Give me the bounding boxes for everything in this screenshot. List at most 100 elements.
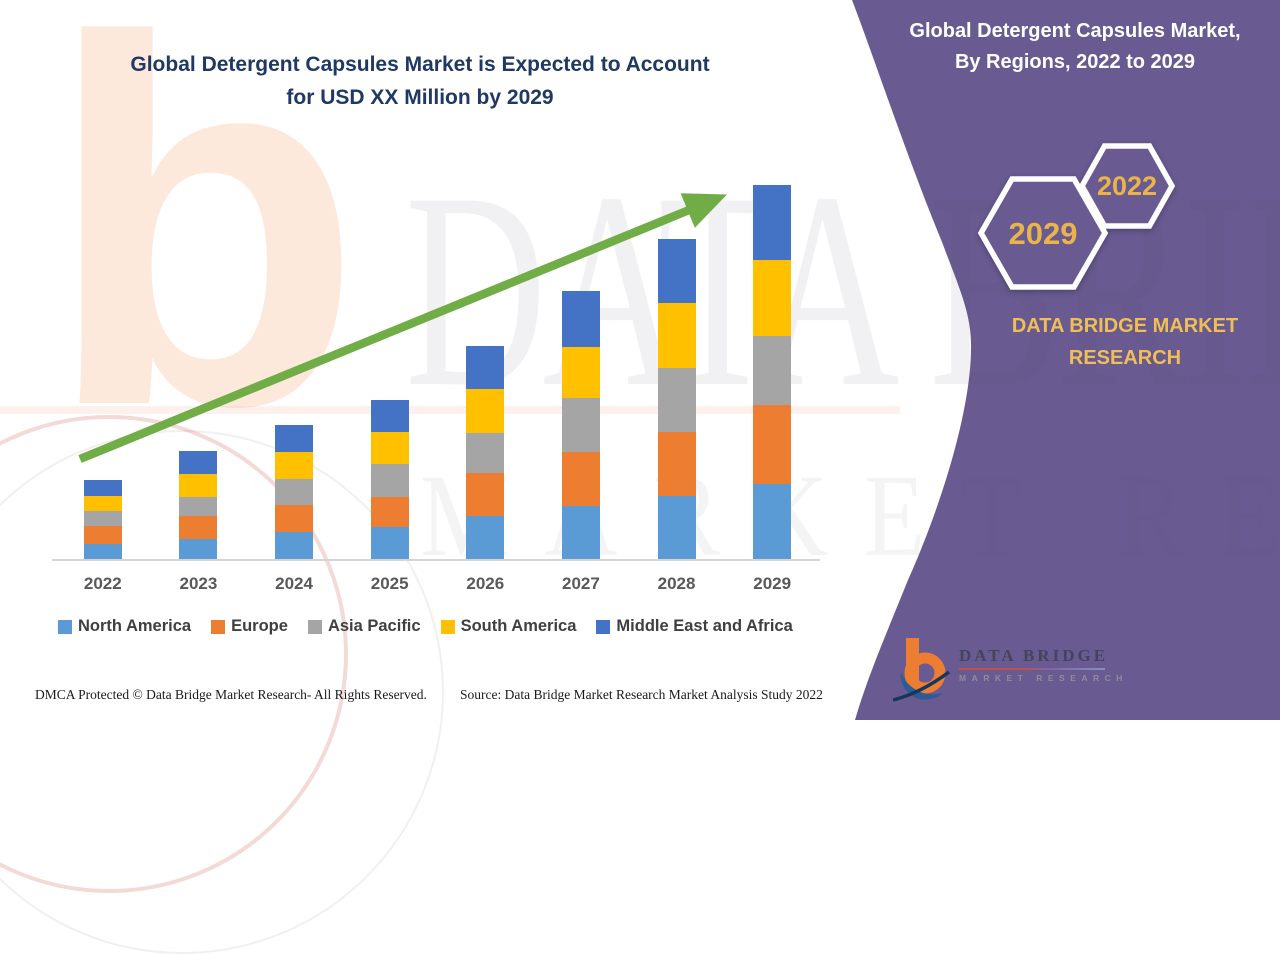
- x-axis-label-2029: 2029: [753, 574, 792, 593]
- bar-chart-plot-area: [55, 179, 820, 559]
- legend-swatch-middle-east-and-africa: [596, 619, 611, 634]
- segment-south-america-2026: [466, 389, 505, 433]
- legend-label-north-america: North America: [78, 617, 192, 635]
- x-axis-labels: 2022 2023 2024 2025 2026 2027 2028 2029: [55, 574, 820, 594]
- segment-south-america-2029: [753, 260, 792, 336]
- logo-b-bowl: [904, 652, 946, 694]
- segment-south-america-2027: [561, 347, 600, 398]
- x-axis-label-2025: 2025: [370, 574, 409, 593]
- stacked-bar-2029: [753, 185, 792, 559]
- segment-asia-pacific-2027: [561, 398, 600, 452]
- segment-europe-2024: [275, 505, 314, 532]
- bar-slot-2024: [246, 425, 342, 559]
- legend-item-middle-east-and-africa: Middle East and Africa: [596, 617, 793, 636]
- chart-title-line2: for USD XX Million by 2029: [286, 86, 554, 109]
- legend-label-asia-pacific: Asia Pacific: [327, 617, 421, 635]
- brand-wordmark: DATA BRIDGE MARKET RESEARCH: [1011, 315, 1239, 369]
- source-note: Source: Data Bridge Market Research Mark…: [460, 687, 823, 702]
- segment-asia-pacific-2022: [83, 511, 122, 526]
- stacked-bar-2026: [466, 346, 505, 559]
- chart-title: Global Detergent Capsules Market is Expe…: [95, 48, 745, 114]
- hexagon-2029-label: 2029: [1009, 216, 1078, 251]
- x-axis-label-2023: 2023: [179, 574, 218, 593]
- bar-slot-2025: [342, 400, 438, 559]
- x-axis-label-2027: 2027: [562, 574, 600, 593]
- hexagon-2029: [977, 176, 1109, 290]
- bar-slot-2023: [151, 451, 247, 559]
- segment-middle-east-and-africa-2023: [179, 451, 218, 474]
- legend-label-middle-east-and-africa: Middle East and Africa: [616, 617, 793, 635]
- logo-underline: [959, 668, 1105, 670]
- hexagon-2022: [1078, 143, 1176, 229]
- stacked-bar-2022: [83, 480, 122, 559]
- x-axis-line: [52, 559, 820, 561]
- panel-title-line1: Global Detergent Capsules Market,: [909, 20, 1241, 42]
- bar-slot-2027: [533, 291, 629, 559]
- segment-north-america-2026: [466, 516, 505, 559]
- chart-legend: North America Europe Asia Pacific South Ame…: [58, 617, 793, 636]
- dbmr-logo: DATA BRIDGE MARKET RESEARCH: [893, 636, 1128, 702]
- bar-slot-2028: [629, 239, 725, 559]
- segment-middle-east-and-africa-2028: [657, 239, 696, 303]
- trend-arrow-line: [78, 193, 728, 463]
- legend-swatch-south-america: [440, 619, 455, 634]
- purple-panel-shape: [852, 0, 1280, 720]
- logo-subtitle: MARKET RESEARCH: [959, 673, 1128, 683]
- segment-south-america-2023: [179, 474, 218, 497]
- chart-title-line1: Global Detergent Capsules Market is Expe…: [130, 53, 710, 76]
- year-hexagons: 2022 2029: [977, 143, 1176, 290]
- segment-asia-pacific-2023: [179, 497, 218, 516]
- segment-europe-2026: [466, 473, 505, 516]
- legend-label-europe: Europe: [231, 617, 288, 635]
- x-axis-label-2028: 2028: [657, 574, 696, 593]
- x-axis-label-2024: 2024: [275, 574, 313, 593]
- legend-swatch-asia-pacific: [307, 619, 322, 634]
- segment-europe-2023: [179, 516, 218, 539]
- segment-asia-pacific-2025: [370, 464, 409, 497]
- hexagon-2022-label: 2022: [1097, 171, 1157, 201]
- segment-europe-2028: [657, 432, 696, 496]
- bar-slot-2026: [438, 346, 534, 559]
- segment-middle-east-and-africa-2025: [370, 400, 409, 432]
- panel-title-line2: By Regions, 2022 to 2029: [954, 51, 1196, 73]
- segment-asia-pacific-2024: [275, 479, 314, 505]
- stacked-bar-2025: [370, 400, 409, 559]
- segment-middle-east-and-africa-2029: [753, 185, 792, 260]
- legend-item-asia-pacific: Asia Pacific: [307, 617, 421, 636]
- segment-south-america-2024: [275, 452, 314, 479]
- segment-europe-2027: [561, 452, 600, 506]
- x-axis-label-2026: 2026: [466, 574, 505, 593]
- stacked-bar-2027: [561, 291, 600, 559]
- segment-asia-pacific-2028: [657, 368, 696, 432]
- segment-north-america-2028: [657, 496, 696, 559]
- watermark-pink-band: [0, 406, 900, 414]
- segment-middle-east-and-africa-2026: [466, 346, 505, 389]
- segment-asia-pacific-2029: [753, 336, 792, 405]
- segment-north-america-2029: [753, 484, 792, 559]
- segment-north-america-2025: [370, 527, 409, 559]
- dmca-notice: DMCA Protected © Data Bridge Market Rese…: [35, 687, 427, 702]
- legend-label-south-america: South America: [460, 617, 577, 635]
- segment-europe-2022: [83, 526, 122, 544]
- stacked-bar-2028: [657, 239, 696, 559]
- legend-swatch-north-america: [58, 619, 72, 634]
- segment-middle-east-and-africa-2027: [561, 291, 600, 347]
- legend-item-north-america: North America: [58, 617, 191, 636]
- segment-north-america-2023: [179, 539, 218, 559]
- legend-swatch-europe: [211, 619, 226, 634]
- legend-item-europe: Europe: [211, 617, 288, 636]
- logo-text-block: DATA BRIDGE MARKET RESEARCH: [959, 636, 1128, 683]
- segment-north-america-2024: [275, 532, 314, 559]
- segment-europe-2029: [753, 405, 792, 484]
- purple-side-panel: [852, 0, 1280, 720]
- logo-tail-swoosh: [893, 670, 951, 702]
- bar-slot-2022: [55, 480, 151, 559]
- segment-north-america-2027: [561, 506, 600, 559]
- x-axis-label-2022: 2022: [83, 574, 122, 593]
- stacked-bar-2023: [179, 451, 218, 559]
- trend-arrow: [78, 193, 728, 463]
- segment-europe-2025: [370, 497, 409, 527]
- panel-title: Global Detergent Capsules Market, By Reg…: [880, 16, 1270, 78]
- bar-slot-2029: [724, 185, 820, 559]
